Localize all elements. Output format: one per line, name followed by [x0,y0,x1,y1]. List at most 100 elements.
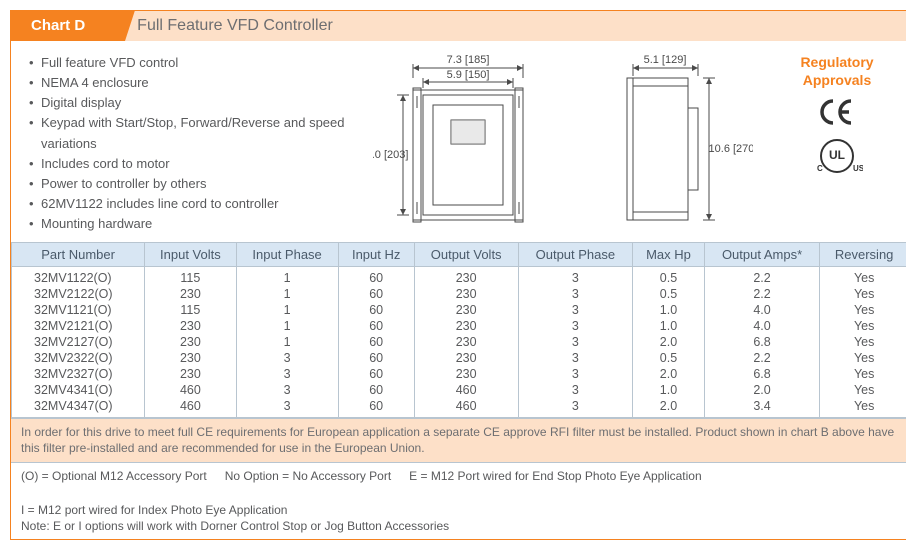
table-row: 32MV1121(O)11516023031.04.0Yes [12,302,906,318]
feature-item: Mounting hardware [29,214,349,234]
table-cell: 60 [338,302,414,318]
table-row: 32MV4347(O)46036046032.03.4Yes [12,398,906,418]
table-cell: 60 [338,398,414,418]
table-cell: 1 [236,334,338,350]
feature-list: Full feature VFD controlNEMA 4 enclosure… [29,49,349,234]
side-view-drawing: 5.1 [129] 10.6 [270] [603,50,753,233]
dim-side-width: 5.1 [129] [644,54,687,66]
column-header: Max Hp [633,243,705,267]
front-view-drawing: 7.3 [185] 5.9 [150] [373,50,553,233]
table-cell: 32MV1121(O) [12,302,145,318]
table-cell: 230 [145,318,236,334]
table-cell: 2.2 [704,286,820,302]
table-cell: 2.2 [704,267,820,287]
legend-item: I = M12 port wired for Index Photo Eye A… [21,502,287,518]
regulatory-approvals: Regulatory Approvals UL C US [777,49,897,234]
table-cell: 3 [518,302,633,318]
ce-note: In order for this drive to meet full CE … [11,418,906,461]
column-header: Output Volts [414,243,518,267]
table-cell: 60 [338,267,414,287]
legend-note: Note: E or I options will work with Dorn… [21,518,899,534]
table-cell: 1 [236,286,338,302]
table-row: 32MV2121(O)23016023031.04.0Yes [12,318,906,334]
table-cell: 32MV2127(O) [12,334,145,350]
table-cell: 6.8 [704,334,820,350]
table-cell: 230 [414,302,518,318]
column-header: Input Volts [145,243,236,267]
column-header: Output Phase [518,243,633,267]
table-cell: 460 [145,382,236,398]
table-cell: 2.2 [704,350,820,366]
table-cell: Yes [820,382,906,398]
table-cell: 32MV2121(O) [12,318,145,334]
table-cell: Yes [820,398,906,418]
table-cell: 32MV2327(O) [12,366,145,382]
table-cell: 3 [236,350,338,366]
dim-front-height: 8.0 [203] [373,149,408,161]
feature-item: 62MV1122 includes line cord to controlle… [29,194,349,214]
table-cell: 32MV4347(O) [12,398,145,418]
feature-item: Digital display [29,93,349,113]
table-cell: 115 [145,267,236,287]
table-cell: 1 [236,267,338,287]
table-cell: 460 [414,382,518,398]
table-cell: 230 [414,350,518,366]
dimension-diagrams: 7.3 [185] 5.9 [150] [357,49,769,234]
table-cell: 3 [518,267,633,287]
table-cell: 3 [518,382,633,398]
table-cell: Yes [820,334,906,350]
ce-mark-icon [777,99,897,125]
table-cell: 2.0 [704,382,820,398]
table-cell: 460 [414,398,518,418]
column-header: Input Hz [338,243,414,267]
column-header: Output Amps* [704,243,820,267]
table-cell: 3 [236,382,338,398]
table-cell: 60 [338,350,414,366]
legend-item: E = M12 Port wired for End Stop Photo Ey… [409,468,702,484]
table-cell: 230 [414,286,518,302]
svg-text:UL: UL [829,148,845,162]
table-cell: 3 [518,350,633,366]
table-cell: 32MV1122(O) [12,267,145,287]
table-cell: 32MV4341(O) [12,382,145,398]
dim-side-height: 10.6 [270] [709,143,753,155]
table-cell: 32MV2322(O) [12,350,145,366]
table-cell: 1.0 [633,302,705,318]
table-cell: 230 [414,318,518,334]
table-cell: 1 [236,302,338,318]
header-title: Full Feature VFD Controller [115,11,906,41]
table-cell: 0.5 [633,286,705,302]
table-cell: 4.0 [704,318,820,334]
feature-item: Power to controller by others [29,174,349,194]
feature-item: Includes cord to motor [29,154,349,174]
table-cell: 60 [338,382,414,398]
table-cell: 3 [518,318,633,334]
table-cell: 230 [145,286,236,302]
table-row: 32MV1122(O)11516023030.52.2Yes [12,267,906,287]
table-cell: 60 [338,366,414,382]
table-row: 32MV4341(O)46036046031.02.0Yes [12,382,906,398]
table-cell: 3 [518,334,633,350]
feature-item: NEMA 4 enclosure [29,73,349,93]
legend-box: (O) = Optional M12 Accessory PortNo Opti… [11,462,906,540]
table-cell: 3 [236,398,338,418]
table-cell: 2.0 [633,334,705,350]
table-cell: 115 [145,302,236,318]
table-row: 32MV2322(O)23036023030.52.2Yes [12,350,906,366]
table-cell: 460 [145,398,236,418]
table-cell: Yes [820,366,906,382]
reg-heading-1: Regulatory [800,54,873,70]
table-cell: Yes [820,286,906,302]
dim-front-top: 7.3 [185] [447,54,490,66]
table-cell: 6.8 [704,366,820,382]
table-cell: 4.0 [704,302,820,318]
table-cell: 3 [518,398,633,418]
table-cell: 60 [338,286,414,302]
cul-us-mark-icon: UL C US [777,135,897,177]
spec-table: Part NumberInput VoltsInput PhaseInput H… [11,242,906,418]
table-cell: 230 [414,334,518,350]
table-cell: 1.0 [633,382,705,398]
svg-text:C: C [817,164,823,173]
header-bar: Chart D Full Feature VFD Controller [11,11,906,41]
feature-item: Full feature VFD control [29,53,349,73]
